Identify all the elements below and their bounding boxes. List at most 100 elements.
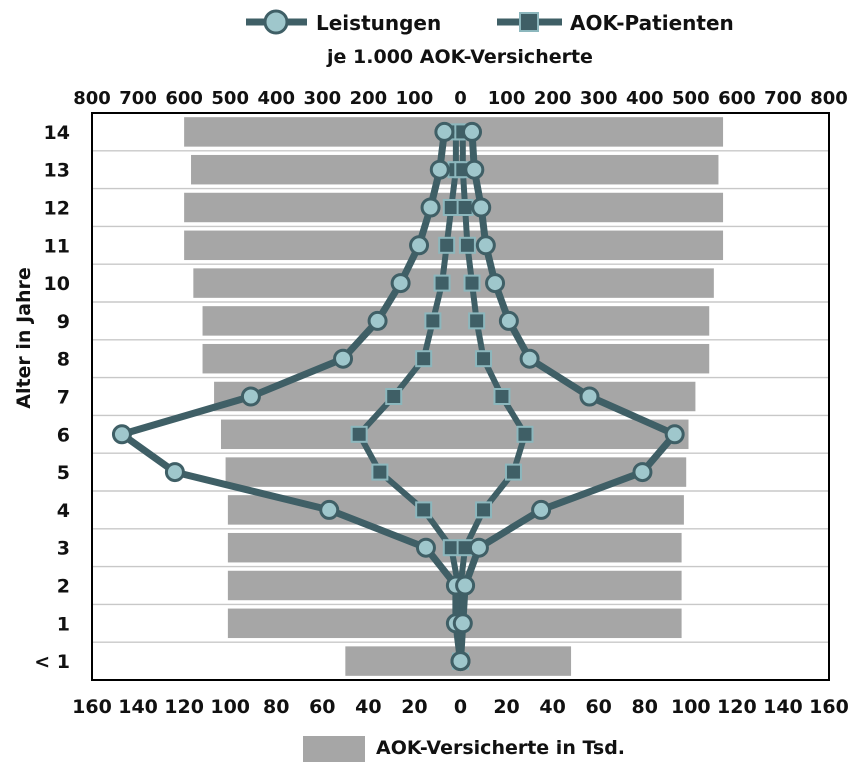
point-aok-patienten-left-age-8: [415, 350, 433, 368]
point-aok-patienten-right-age-9: [468, 312, 486, 330]
legend-top: Leistungen AOK-Patienten je 1.000 AOK-Ve…: [246, 9, 734, 68]
bottom-tick-label: 0: [454, 696, 467, 718]
point-aok-patienten-right-age-6: [516, 425, 534, 443]
point-leistungen-left-age-5: [164, 462, 185, 483]
bottom-tick-label: 80: [632, 696, 658, 718]
bottom-tick-label: 160: [72, 696, 112, 718]
point-leistungen-left-age-11: [409, 235, 430, 256]
bottom-tick-label: 80: [263, 696, 289, 718]
y-tick-label: 4: [57, 500, 70, 522]
bottom-tick-label: 40: [539, 696, 565, 718]
point-leistungen-right-age-1: [452, 613, 473, 634]
point-aok-patienten-right-age-12: [456, 199, 474, 216]
legend-aok-patienten-marker: [519, 12, 539, 32]
point-leistungen-left-age-8: [333, 348, 354, 369]
point-leistungen-left-age-9: [367, 310, 388, 331]
top-tick-label: 100: [488, 88, 526, 109]
bottom-tick-label: 60: [585, 696, 611, 718]
top-tick-label: 600: [165, 88, 203, 109]
y-tick-label: 8: [57, 349, 70, 371]
bottom-tick-label: 120: [164, 696, 204, 718]
y-tick-label: 5: [57, 462, 70, 484]
bottom-tick-label: 100: [671, 696, 711, 718]
legend-bar-label: AOK-Versicherte in Tsd.: [376, 737, 625, 759]
top-tick-label: 700: [764, 88, 802, 109]
top-tick-label: 100: [396, 88, 434, 109]
point-aok-patienten-left-age-5: [371, 463, 389, 481]
top-tick-label: 200: [350, 88, 388, 109]
point-leistungen-right-age-4: [531, 499, 552, 520]
y-tick-label: 2: [57, 576, 70, 598]
y-tick-label: 12: [44, 198, 70, 220]
top-tick-label: 200: [534, 88, 572, 109]
point-leistungen-right-age-13: [464, 159, 485, 180]
y-tick-label: 3: [57, 538, 70, 560]
point-leistungen-left-age-4: [319, 499, 340, 520]
bar-age-6: [220, 419, 689, 450]
point-leistungen-right-age-3: [468, 537, 489, 558]
bottom-tick-label: 160: [809, 696, 849, 718]
point-leistungen-right-age-9: [498, 310, 519, 331]
legend-aok-patienten-label: AOK-Patienten: [570, 11, 734, 35]
legend-bottom: AOK-Versicherte in Tsd.: [303, 736, 625, 762]
point-leistungen-left-age-7: [240, 386, 261, 407]
point-leistungen-right-age-6: [664, 424, 685, 445]
y-axis-label: Alter in Jahre: [13, 267, 35, 409]
bottom-axis-ticks: 160 140 120 100 80 60 40 20 0 20 40 60 80 100 120 140 16…: [72, 696, 849, 718]
point-leistungen-left-age-13: [429, 159, 450, 180]
plot-frame: [91, 112, 830, 681]
frame-layer: [91, 112, 830, 681]
top-tick-label: 400: [257, 88, 295, 109]
top-tick-label: 600: [718, 88, 756, 109]
point-aok-patienten-right-age-5: [504, 463, 522, 481]
bar-age-8: [202, 343, 710, 374]
y-tick-label: 13: [44, 160, 70, 182]
bottom-tick-label: 20: [401, 696, 427, 718]
top-tick-label: 700: [119, 88, 157, 109]
bottom-tick-label: 60: [309, 696, 335, 718]
y-tick-label: 6: [57, 424, 70, 446]
bar-age-7: [214, 381, 696, 412]
legend-bar-swatch: [303, 736, 365, 762]
point-aok-patienten-right-age-7: [493, 388, 511, 405]
y-tick-label: 10: [44, 273, 70, 295]
chart-subtitle: je 1.000 AOK-Versicherte: [326, 46, 593, 68]
top-axis-ticks: 800 700 600 500 400 300 200 100 0 100 200 300 400 500…: [73, 88, 848, 109]
point-leistungen-left-age-6: [111, 424, 132, 445]
point-aok-patienten-left-age-3: [442, 539, 460, 557]
bottom-tick-label: 140: [118, 696, 158, 718]
top-tick-label: 500: [672, 88, 710, 109]
point-aok-patienten-right-age-11: [458, 236, 476, 254]
bar-age-4: [227, 495, 684, 525]
bottom-tick-label: 140: [763, 696, 803, 718]
point-leistungen-right-age-7: [579, 386, 600, 407]
bottom-tick-label: 120: [717, 696, 757, 718]
point-aok-patienten-left-age-7: [385, 388, 403, 405]
y-tick-label: 7: [57, 387, 70, 409]
point-leistungen-right-age-2: [455, 575, 476, 596]
top-tick-label: 400: [626, 88, 664, 109]
top-tick-label: 500: [211, 88, 249, 109]
point-leistungen-left-age-3: [415, 537, 436, 558]
point-aok-patienten-right-age-8: [475, 350, 493, 368]
point-aok-patienten-left-age-4: [415, 501, 433, 519]
top-tick-label: 300: [304, 88, 342, 109]
point-aok-patienten-right-age-10: [463, 274, 481, 292]
y-tick-label: 11: [44, 235, 70, 257]
legend-leistungen-label: Leistungen: [316, 11, 441, 35]
line-layer: [111, 121, 685, 672]
point-aok-patienten-right-age-4: [475, 501, 493, 519]
y-tick-label: 14: [44, 122, 70, 144]
bar-age-9: [202, 306, 710, 336]
top-tick-label: 800: [810, 88, 848, 109]
point-leistungen-right-age-10: [485, 273, 506, 294]
bar-age-10: [193, 268, 714, 298]
point-leistungen-right-age-8: [519, 348, 540, 369]
bottom-tick-label: 100: [210, 696, 250, 718]
point-leistungen-left-age-14: [434, 121, 455, 142]
bottom-tick-label: 20: [493, 696, 519, 718]
point-aok-patienten-left-age-11: [438, 236, 456, 254]
